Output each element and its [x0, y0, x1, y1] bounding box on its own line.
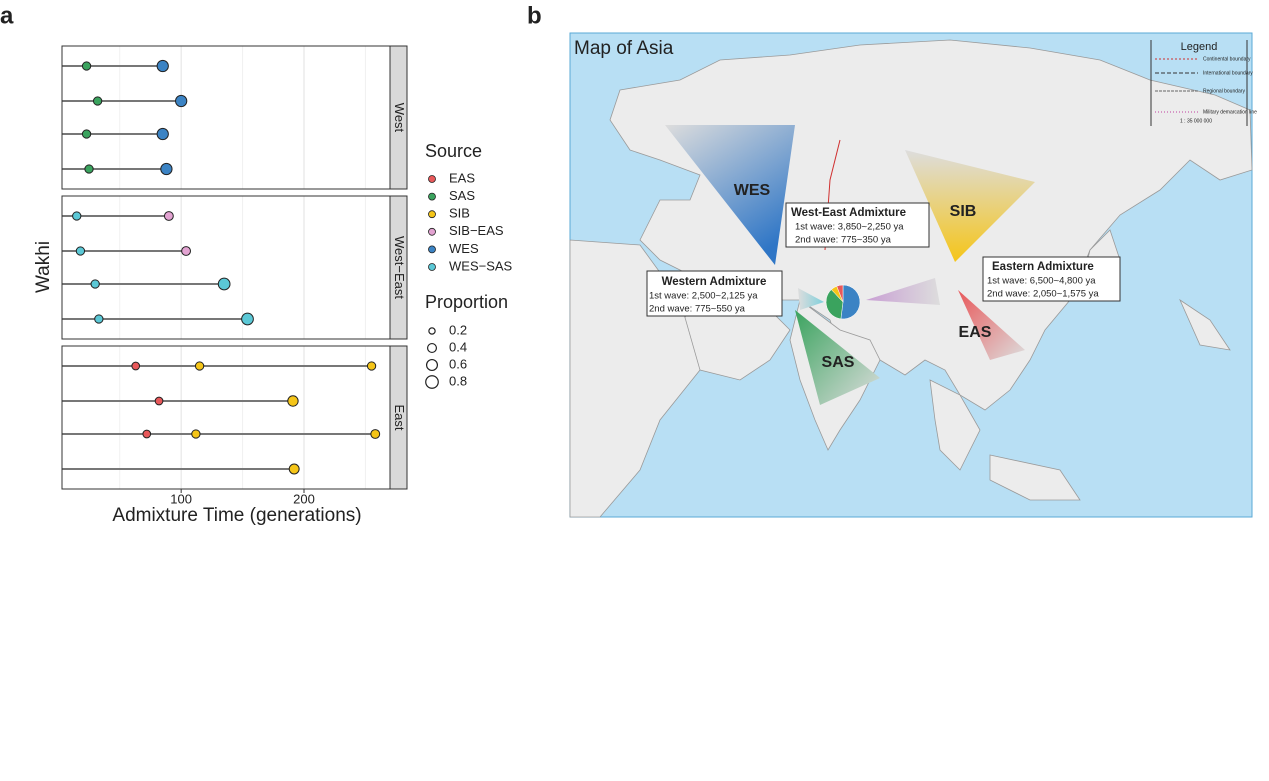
dot: [194, 361, 205, 371]
box-title: Western Admixture: [662, 276, 767, 288]
arrow: [866, 278, 940, 305]
legend-title: Proportion: [425, 292, 508, 312]
box-line: 1st wave: 6,500~4,800 ya: [987, 276, 1096, 287]
dot: [181, 246, 192, 256]
legend-item: EAS: [449, 170, 475, 185]
panel-label: a: [0, 2, 14, 29]
box-line: 2nd wave: 2,050~1,575 ya: [987, 289, 1099, 300]
legend-item: WES: [449, 241, 479, 256]
info-box: [646, 270, 783, 317]
legend-item: Continental boundary: [1203, 56, 1251, 62]
arrow: [905, 150, 1035, 262]
panel: [62, 346, 390, 489]
map-legend-title: Legend: [1181, 41, 1218, 53]
x-axis-title: Admixture Time (generations): [112, 505, 361, 526]
size-key: [428, 327, 436, 335]
dot: [217, 277, 231, 291]
panel: [62, 46, 390, 189]
legend-item: International boundary: [1203, 70, 1253, 76]
legend-key: [428, 192, 436, 201]
box-title: West-East Admixture: [791, 207, 906, 219]
strip-label: East: [392, 404, 407, 430]
legend-item: 0.6: [449, 356, 467, 371]
legend-item: Military demarcation line: [1203, 109, 1257, 115]
dot: [287, 395, 299, 407]
dot: [160, 162, 173, 176]
info-box: [785, 202, 930, 248]
size-key: [425, 375, 439, 389]
legend-key: [428, 263, 436, 271]
legend-item: 0.4: [449, 339, 467, 354]
legend-key: [428, 210, 436, 219]
dot: [163, 211, 174, 221]
legend-key: [428, 227, 436, 236]
strip: [389, 45, 408, 190]
size-key: [425, 358, 439, 372]
arrow-label: SAS: [822, 354, 855, 371]
legend-title: Source: [425, 141, 482, 161]
strip-label: West−East: [392, 236, 407, 299]
dot: [191, 429, 201, 439]
legend-key: [428, 175, 436, 183]
box-line: 1st wave: 2,500~2,125 ya: [649, 291, 758, 302]
arrow-label: SIB: [950, 203, 977, 220]
dot: [92, 96, 103, 106]
pie: [825, 284, 861, 320]
dot: [94, 314, 104, 324]
legend-item: WES−SAS: [449, 258, 513, 273]
dot: [366, 361, 377, 371]
arrow: [798, 288, 824, 310]
map-title: Map of Asia: [574, 38, 674, 59]
legend-item: SIB−EAS: [449, 223, 504, 238]
arrow: [958, 290, 1025, 360]
dot: [156, 127, 169, 141]
dot: [241, 312, 254, 326]
info-box: [982, 256, 1121, 302]
dot: [131, 361, 141, 371]
arrow: [665, 125, 795, 265]
dot: [72, 211, 82, 221]
box-line: 2nd wave: 775~350 ya: [795, 235, 892, 246]
pie-slice: [840, 284, 861, 320]
dot: [90, 279, 100, 289]
strip: [389, 195, 408, 340]
dot: [156, 59, 169, 73]
arrow-label: WES: [734, 182, 771, 199]
pie-slice: [825, 289, 844, 320]
legend-item: SIB: [449, 206, 470, 221]
legend-item: SAS: [449, 188, 475, 203]
dot: [81, 61, 92, 71]
legend-item: 0.8: [449, 373, 467, 388]
dot: [370, 429, 381, 439]
size-key: [426, 342, 438, 354]
map: Map of Asia Legend Continental boundary …: [569, 32, 1257, 518]
x-tick-label: 200: [293, 491, 315, 506]
arrow-label: EAS: [959, 324, 992, 341]
legend-key: [428, 245, 436, 254]
legend-scale: 1 : 35 000 000: [1180, 118, 1212, 124]
strip-label: West: [392, 103, 407, 133]
dot: [175, 94, 188, 108]
dot: [288, 463, 300, 475]
pie-slice: [836, 284, 844, 303]
box-line: 1st wave: 3,850~2,250 ya: [795, 222, 904, 233]
dot: [154, 396, 164, 406]
panel-label: b: [527, 2, 542, 29]
dot: [84, 164, 94, 174]
y-axis-title: Wakhi: [33, 241, 54, 293]
x-tick-label: 100: [170, 491, 192, 506]
legend-item: 0.2: [449, 322, 467, 337]
panel: [62, 196, 390, 339]
legend-item: Regional boundary: [1203, 88, 1245, 94]
dot: [75, 246, 86, 256]
dot: [142, 429, 152, 439]
box-line: 2nd wave: 775~550 ya: [649, 304, 746, 315]
dot: [81, 129, 92, 139]
strip: [389, 345, 408, 490]
box-title: Eastern Admixture: [992, 261, 1094, 273]
arrow: [795, 310, 880, 405]
